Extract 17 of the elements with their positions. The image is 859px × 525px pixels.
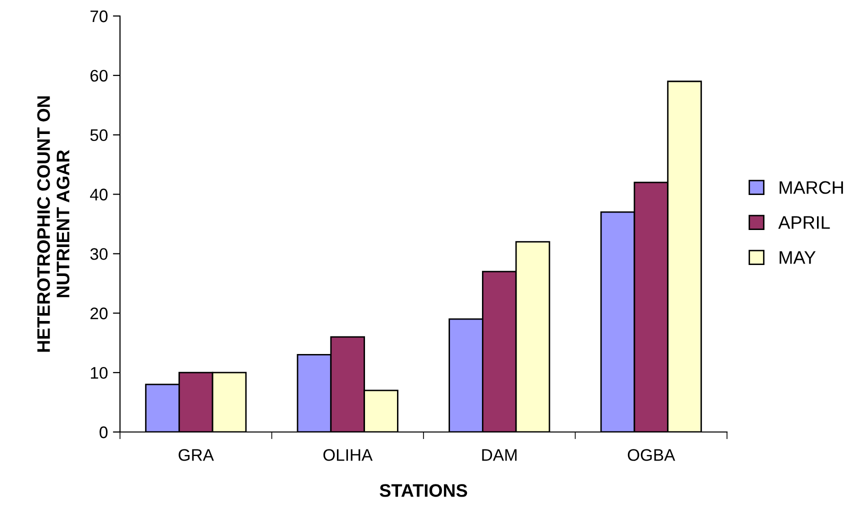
legend-label: APRIL: [778, 216, 830, 229]
y-tick-label: 10: [90, 366, 108, 379]
legend-label: MARCH: [780, 181, 843, 194]
legend-label: MAY: [780, 251, 816, 264]
y-tick-label: 0: [100, 426, 108, 438]
y-tick-label: 30: [90, 248, 108, 260]
y-tick-label: 60: [90, 70, 108, 82]
x-tick-label: OLIHA: [323, 449, 373, 461]
y-tick-label: 20: [90, 308, 108, 320]
y-tick-label: 50: [90, 129, 108, 142]
x-tick-label: OGBA: [628, 449, 676, 461]
y-tick-label: 40: [90, 188, 108, 200]
x-tick-label: DAM: [482, 449, 517, 461]
y-tick-label: 70: [90, 10, 108, 22]
x-axis-title: STATIONS: [380, 484, 468, 497]
y-axis-title: HETEROTROPHIC COUNT ON NUTRIENT AGAR: [37, 96, 70, 352]
x-tick-label: GRA: [178, 449, 214, 461]
